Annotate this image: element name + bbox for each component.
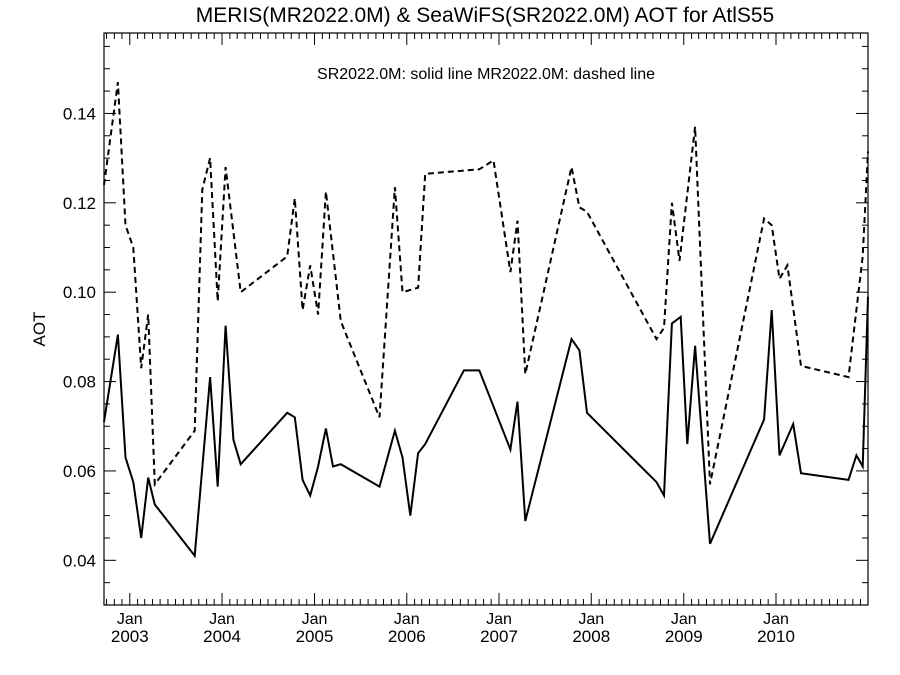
y-tick-label: 0.12 xyxy=(63,194,96,213)
x-tick-label-year: 2005 xyxy=(296,627,334,646)
x-tick-label-month: Jan xyxy=(763,611,789,628)
y-axis-ticks: 0.04 0.06 0.08 0.10 0.12 0.14 xyxy=(63,45,868,606)
series-layer xyxy=(103,82,869,559)
y-tick-label: 0.04 xyxy=(63,551,96,570)
x-tick-label-month: Jan xyxy=(117,611,143,628)
x-tick-label-month: Jan xyxy=(394,611,420,628)
x-tick-label-month: Jan xyxy=(302,611,328,628)
y-tick-label: 0.14 xyxy=(63,104,96,123)
y-tick-label: 0.06 xyxy=(63,462,96,481)
x-tick-label-year: 2009 xyxy=(665,627,703,646)
series-line-sr2022-0m xyxy=(103,296,869,559)
y-tick-label: 0.08 xyxy=(63,373,96,392)
x-tick-label-year: 2006 xyxy=(388,627,426,646)
x-tick-label-month: Jan xyxy=(671,611,697,628)
x-axis-ticks: Jan2003Jan2004Jan2005Jan2006Jan2007Jan20… xyxy=(106,33,861,646)
x-tick-label-year: 2008 xyxy=(572,627,610,646)
x-tick-label-year: 2010 xyxy=(757,627,795,646)
x-tick-label-month: Jan xyxy=(209,611,235,628)
y-tick-label: 0.10 xyxy=(63,283,96,302)
x-tick-label-year: 2003 xyxy=(111,627,149,646)
x-tick-label-year: 2007 xyxy=(480,627,518,646)
series-line-mr2022-0m xyxy=(103,82,869,488)
chart-title: MERIS(MR2022.0M) & SeaWiFS(SR2022.0M) AO… xyxy=(196,4,774,27)
y-axis-label: AOT xyxy=(30,312,49,347)
x-tick-label-month: Jan xyxy=(486,611,512,628)
legend-annotation: SR2022.0M: solid line MR2022.0M: dashed … xyxy=(317,66,655,83)
x-tick-label-year: 2004 xyxy=(203,627,241,646)
plot-frame xyxy=(103,32,869,606)
x-tick-label-month: Jan xyxy=(578,611,604,628)
